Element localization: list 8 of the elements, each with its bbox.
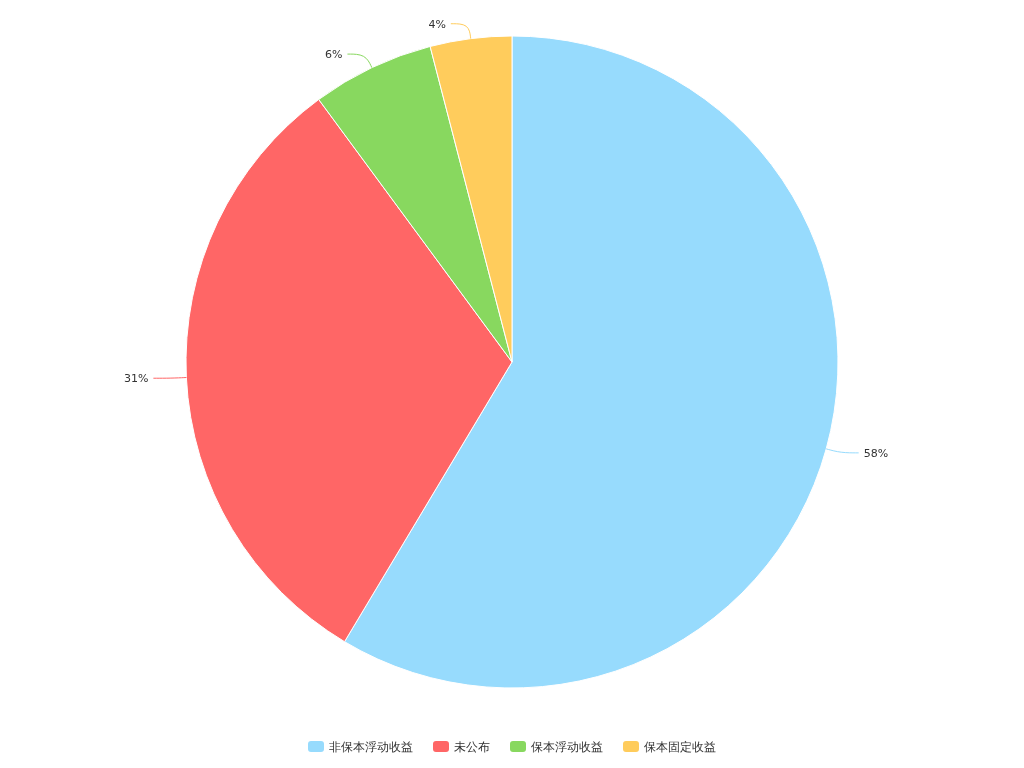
data-label: 58% bbox=[863, 446, 889, 460]
legend-label: 保本浮动收益 bbox=[531, 740, 603, 755]
data-label: 31% bbox=[123, 372, 149, 386]
data-label: 6% bbox=[324, 47, 343, 61]
legend-label: 保本固定收益 bbox=[644, 740, 716, 755]
legend-label: 非保本浮动收益 bbox=[329, 740, 413, 755]
legend-label: 未公布 bbox=[454, 740, 490, 755]
data-label: 4% bbox=[428, 17, 446, 31]
